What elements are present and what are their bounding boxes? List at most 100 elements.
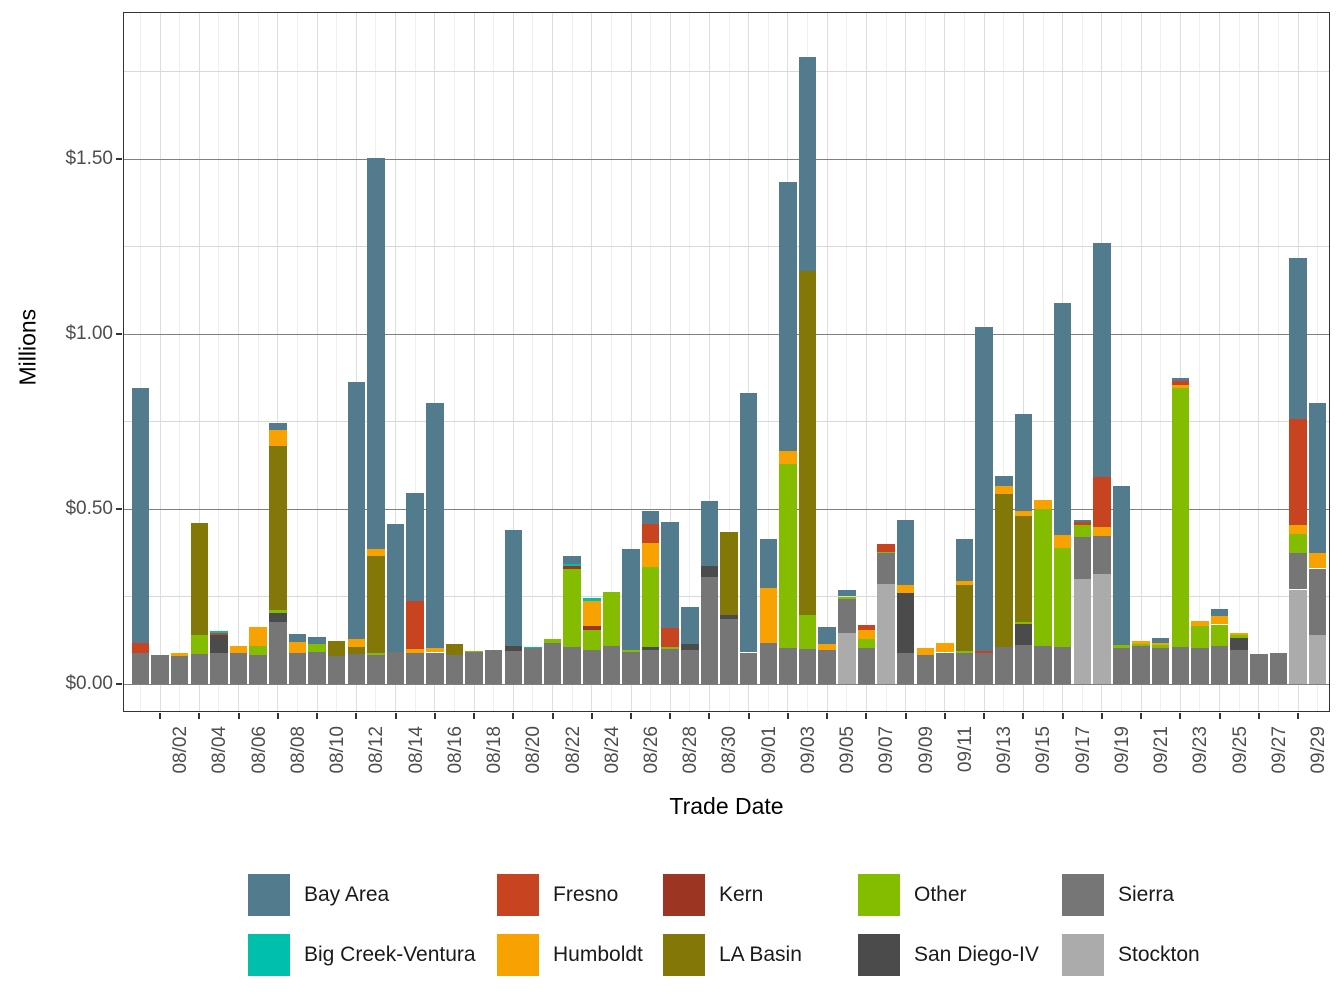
x-tick-mark [237,713,240,719]
bar-segment-sierra [1210,646,1229,684]
x-tick-mark [551,713,554,719]
legend-swatch [1062,934,1104,976]
bar-segment-bay-area [308,637,326,645]
x-tick-label: 08/28 [680,726,702,774]
bar-segment-big-creek-ventura [583,598,601,601]
vertical-gridline [885,12,887,712]
x-tick-mark [433,713,436,719]
legend-item-san-diego-iv: San Diego-IV [858,934,1098,976]
vertical-gridline [571,12,573,712]
bar-segment-humboldt [995,485,1013,494]
vertical-gridline [1238,12,1240,712]
x-tick-mark [669,713,672,719]
bar-segment-sierra [779,647,797,684]
x-tick-mark [708,713,711,719]
bar-segment-san-diego-iv [1230,637,1248,650]
vertical-gridline [336,12,338,712]
bar-segment-sierra [367,654,385,684]
major-gridline [123,333,1330,335]
bar-segment-humboldt [1034,500,1052,509]
x-tick-mark [198,713,201,719]
bar-segment-sierra [936,652,954,684]
bar-segment-fresno [1093,476,1111,528]
x-tick-label: 09/23 [1190,726,1212,774]
y-tick-mark [116,333,122,335]
bar-segment-humboldt [1289,525,1307,534]
bar-segment-other [563,568,581,648]
vertical-gridline [1219,12,1221,712]
bar-segment-sierra [818,649,836,684]
x-tick-mark [1061,713,1064,719]
x-tick-mark [473,713,476,719]
legend-label: Kern [719,883,764,906]
x-tick-label: 08/14 [405,726,427,774]
x-tick-label: 08/26 [641,726,662,774]
bar-segment-other [1171,388,1190,648]
bar-segment-humboldt [936,643,954,653]
bar-segment-sierra [995,647,1013,684]
bar-segment-humboldt [406,648,424,654]
bar-segment-humboldt [916,648,935,655]
x-tick-mark [159,713,162,719]
x-tick-mark [1100,713,1103,719]
x-tick-mark [983,713,986,719]
bar-segment-sierra [288,653,307,684]
x-tick-label: 08/06 [248,726,270,774]
x-tick-label: 09/09 [915,726,937,774]
bar-segment-sierra [877,553,895,585]
bar-segment-bay-area [347,381,366,639]
bar-segment-san-diego-iv [210,635,228,654]
bar-segment-humboldt [1171,385,1190,389]
x-axis-title: Trade Date [669,793,784,819]
bar-segment-stockton [838,632,856,684]
bar-segment-other [1073,524,1091,537]
bar-segment-humboldt [1132,640,1150,644]
bar-segment-other [661,647,679,649]
bar-segment-bay-area [131,387,150,643]
bar-segment-other [1034,509,1052,646]
bar-segment-humboldt [1210,616,1229,625]
bar-segment-humboldt [1151,642,1170,645]
x-tick-mark [1022,713,1025,719]
bar-segment-fresno [1073,521,1091,525]
bar-segment-bay-area [1289,258,1307,420]
bar-segment-bay-area [367,158,385,550]
vertical-gridline [1317,12,1319,712]
bar-segment-bay-area [1210,609,1229,617]
bar-segment-sierra [916,654,935,684]
bar-segment-stockton [1093,574,1111,684]
x-tick-label: 09/13 [994,726,1016,774]
vertical-gridline [826,12,828,712]
bar-segment-fresno [210,632,228,636]
legend-item-stockton: Stockton [1062,934,1302,976]
bar-segment-la-basin [798,270,817,615]
vertical-gridline [1179,12,1181,712]
legend-item-big-creek-ventura: Big Creek-Ventura [248,934,488,976]
bar-segment-sierra [1250,653,1268,684]
bar-segment-sierra [602,645,621,684]
minor-gridline [123,421,1330,422]
bar-segment-sierra [170,655,189,684]
bar-segment-sierra [739,652,758,684]
bar-segment-other [269,610,287,613]
bar-segment-sierra [896,653,915,684]
bar-segment-kern [583,625,601,630]
x-tick-mark [1218,713,1221,719]
bar-segment-fresno [877,544,895,552]
bar-segment-sierra [1151,647,1170,684]
bar-segment-humboldt [1093,527,1111,536]
bar-segment-sierra [269,621,287,684]
vertical-gridline [453,12,455,712]
x-tick-mark [630,713,632,719]
vertical-gridline [964,12,966,712]
vertical-gridline [140,12,141,712]
bar-segment-bay-area [896,520,915,585]
vertical-gridline [1042,12,1044,712]
x-tick-mark [904,713,907,719]
bar-segment-other [1112,644,1131,649]
bar-segment-bay-area [1171,378,1190,382]
x-tick-label: 09/15 [1033,726,1055,774]
vertical-gridline [944,12,946,712]
bar-segment-la-basin [445,644,464,655]
